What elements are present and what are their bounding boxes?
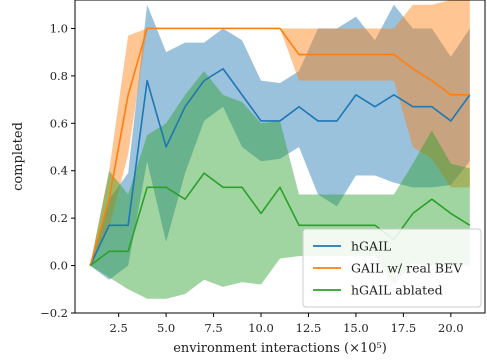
y-tick-label: 0.4: [50, 164, 68, 178]
line-hgail-ablated: [89, 172, 471, 267]
x-tick-label: 20.0: [438, 321, 464, 335]
y-tick-label: 0.0: [50, 259, 68, 273]
y-axis-ticks: −0.2 0.0 0.2 0.4 0.6 0.8 1.0: [40, 21, 75, 320]
x-tick-label: 2.5: [110, 321, 128, 335]
line-gail-w-real-bev: [89, 27, 470, 266]
x-tick-label: 17.5: [391, 321, 417, 335]
x-tick-label: 10.0: [248, 321, 274, 335]
plot-frame: [74, 0, 486, 314]
legend-label: GAIL w/ real BEV: [351, 261, 463, 276]
y-tick-label: 0.6: [50, 116, 68, 130]
x-axis-ticks: 2.5 5.0 7.5 10.0 12.5 15.0 17.5 20.0: [110, 313, 464, 335]
legend-label: hGAIL: [351, 239, 391, 254]
y-tick-label: 1.0: [50, 21, 68, 35]
legend-box: [302, 228, 482, 308]
band-hgail: [90, 4, 470, 280]
legend-label: hGAIL ablated: [351, 283, 443, 298]
series-lines: [89, 27, 471, 267]
x-tick-label: 7.5: [204, 321, 222, 335]
x-tick-label: 12.5: [296, 321, 322, 335]
x-tick-label: 5.0: [157, 321, 175, 335]
y-tick-label: −0.2: [40, 306, 68, 320]
y-tick-label: 0.2: [50, 211, 68, 225]
band-gail-w-real-bev: [90, 0, 470, 266]
legend: hGAIL GAIL w/ real BEV hGAIL ablated: [302, 228, 482, 308]
y-tick-label: 0.8: [50, 69, 68, 83]
y-axis-label: completed: [11, 122, 26, 191]
x-axis-label: environment interactions (×10⁵): [173, 341, 387, 356]
line-hgail: [89, 67, 471, 266]
x-tick-label: 15.0: [343, 321, 369, 335]
